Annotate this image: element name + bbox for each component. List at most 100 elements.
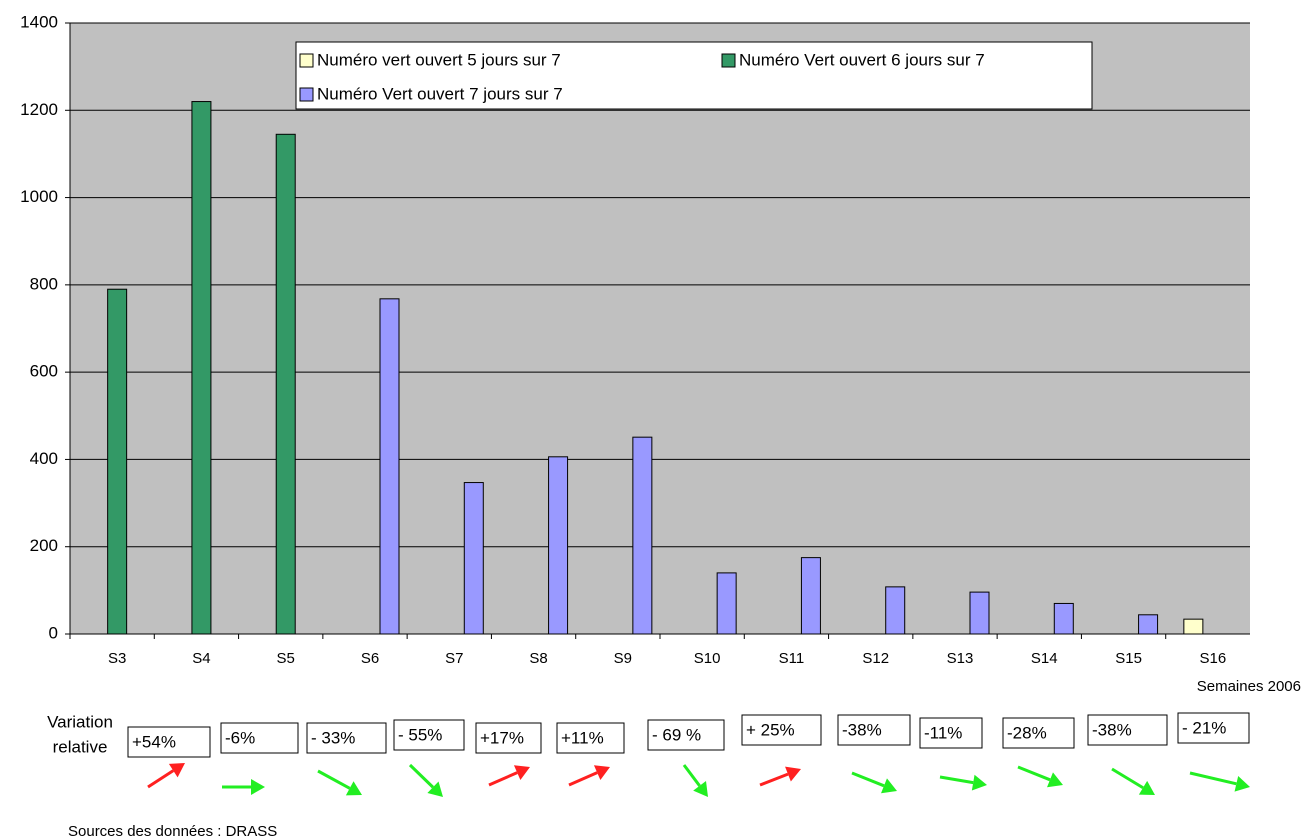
arrow-shaft xyxy=(851,771,885,788)
variation-label: Variation xyxy=(47,712,113,731)
legend-label: Numéro Vert ouvert 7 jours sur 7 xyxy=(317,84,563,103)
variation-value: -38% xyxy=(1092,720,1132,739)
variation-value: + 25% xyxy=(746,720,795,739)
variation-box xyxy=(647,719,725,751)
variation-box xyxy=(475,722,542,754)
arrow-shaft xyxy=(488,771,518,787)
x-tick-label: S8 xyxy=(529,650,547,667)
x-tick-label: S11 xyxy=(779,650,805,667)
y-tick-label: 400 xyxy=(30,449,58,468)
y-tick-label: 800 xyxy=(30,274,58,293)
variation-box xyxy=(306,722,387,754)
x-tick-label: S3 xyxy=(108,650,126,667)
legend-label: Numéro vert ouvert 5 jours sur 7 xyxy=(317,50,561,69)
variation-box xyxy=(1002,717,1075,749)
x-tick-label: S16 xyxy=(1200,650,1227,667)
variation-box xyxy=(1177,712,1250,744)
variation-value: - 69 % xyxy=(652,725,701,744)
variation-value: +17% xyxy=(480,728,524,747)
x-tick-label: S13 xyxy=(947,650,974,667)
bar xyxy=(1138,614,1159,635)
y-tick-label: 0 xyxy=(49,623,58,642)
x-tick-label: S5 xyxy=(277,650,295,667)
bar xyxy=(716,572,737,635)
x-tick-label: S10 xyxy=(694,650,721,667)
x-tick-label: S6 xyxy=(361,650,379,667)
x-tick-label: S15 xyxy=(1115,650,1142,667)
plot-area xyxy=(70,23,1250,634)
variation-value: -38% xyxy=(842,720,882,739)
variation-box xyxy=(556,722,625,754)
x-tick-label: S4 xyxy=(192,650,210,667)
legend-swatch xyxy=(299,87,314,102)
arrow-head xyxy=(1047,772,1063,788)
x-tick-label: S14 xyxy=(1031,650,1058,667)
arrow-shaft xyxy=(568,771,598,787)
variation-box xyxy=(127,726,211,758)
legend-swatch xyxy=(299,53,314,68)
arrow-shaft xyxy=(939,775,974,785)
arrow-head xyxy=(168,763,185,778)
arrow-head xyxy=(593,765,610,780)
bar xyxy=(548,456,569,635)
variation-box xyxy=(393,719,465,751)
bar xyxy=(463,482,484,635)
x-tick-label: S9 xyxy=(614,650,632,667)
variation-box xyxy=(220,722,299,754)
x-tick-label: S12 xyxy=(862,650,889,667)
arrow-shaft xyxy=(759,772,789,787)
legend xyxy=(295,41,1093,110)
arrow-head xyxy=(513,765,530,780)
bar xyxy=(1053,602,1074,635)
y-tick-label: 1400 xyxy=(20,12,58,31)
variation-box xyxy=(1087,714,1168,746)
legend-label: Numéro Vert ouvert 6 jours sur 7 xyxy=(739,50,985,69)
variation-value: -6% xyxy=(225,728,255,747)
bar xyxy=(632,436,653,635)
bar xyxy=(275,133,296,635)
y-tick-label: 200 xyxy=(30,536,58,555)
bar xyxy=(379,298,400,635)
bar xyxy=(800,557,821,635)
bar xyxy=(191,101,212,635)
arrow-head xyxy=(971,774,987,791)
x-tick-label: S7 xyxy=(445,650,463,667)
variation-box xyxy=(837,714,911,746)
arrow-head xyxy=(1234,776,1250,792)
arrow-shaft xyxy=(1017,765,1051,782)
variation-box xyxy=(919,717,983,749)
bar xyxy=(969,591,990,635)
source: Sources des données : DRASS xyxy=(68,823,277,840)
variation-value: - 21% xyxy=(1182,718,1226,737)
y-tick-label: 1000 xyxy=(20,187,58,206)
variation-value: - 55% xyxy=(398,725,442,744)
arrow-head xyxy=(881,778,897,794)
x-axis-label: Semaines 2006 xyxy=(1197,678,1301,695)
variation-label: relative xyxy=(53,737,108,756)
bar xyxy=(885,586,906,635)
variation-value: -11% xyxy=(924,723,962,742)
arrow-head xyxy=(693,781,708,797)
arrow-head xyxy=(345,781,362,796)
arrow-head xyxy=(251,779,265,795)
variation-value: - 33% xyxy=(311,728,355,747)
bar xyxy=(1183,618,1204,635)
arrow-shaft xyxy=(317,769,351,790)
variation-value: -28% xyxy=(1007,723,1047,742)
y-tick-label: 1200 xyxy=(20,100,58,119)
arrow-shaft xyxy=(1189,771,1237,786)
bar xyxy=(107,288,128,635)
arrow-shaft xyxy=(1111,767,1144,790)
arrow-head xyxy=(1138,780,1155,795)
arrow-head xyxy=(785,766,801,782)
legend-swatch xyxy=(721,53,736,68)
arrow-shaft xyxy=(682,764,701,787)
y-tick-label: 600 xyxy=(30,362,58,381)
arrow-shaft xyxy=(408,763,434,789)
variation-value: +11% xyxy=(561,728,604,747)
variation-box xyxy=(741,714,822,746)
arrow-shaft xyxy=(147,769,175,789)
arrow-head xyxy=(427,781,443,797)
variation-value: +54% xyxy=(132,732,176,751)
